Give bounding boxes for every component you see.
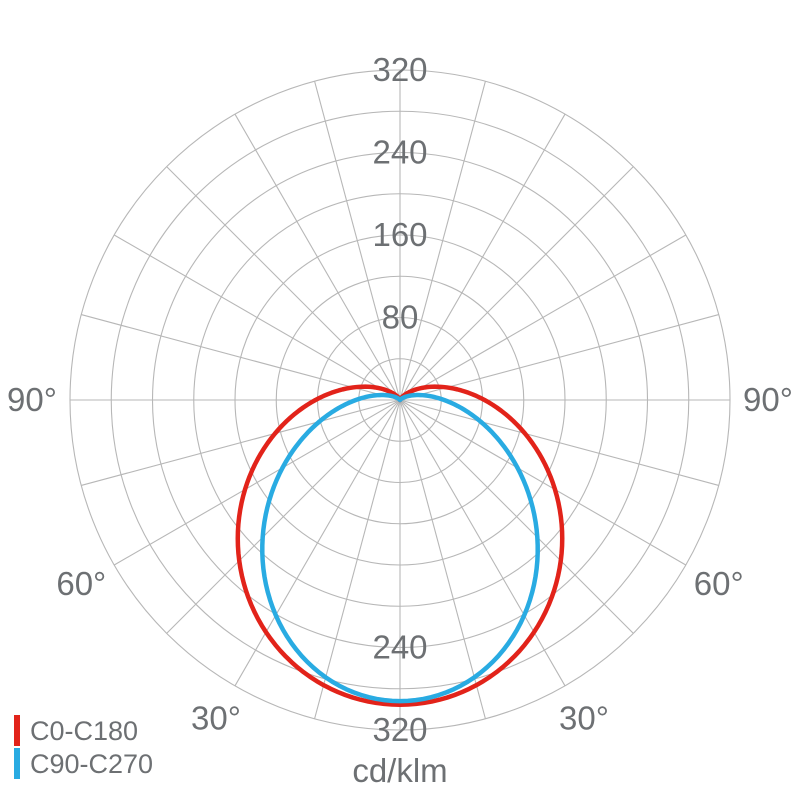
svg-text:90°: 90°	[743, 381, 793, 418]
svg-text:cd/klm: cd/klm	[352, 752, 447, 789]
svg-text:60°: 60°	[694, 565, 744, 602]
svg-text:90°: 90°	[7, 381, 57, 418]
svg-text:160: 160	[372, 216, 427, 253]
svg-text:320: 320	[372, 711, 427, 748]
svg-text:C0-C180: C0-C180	[30, 716, 138, 746]
svg-text:60°: 60°	[56, 565, 106, 602]
svg-text:80: 80	[382, 299, 419, 336]
svg-text:30°: 30°	[559, 700, 609, 737]
svg-text:240: 240	[372, 134, 427, 171]
svg-text:30°: 30°	[191, 700, 241, 737]
svg-text:240: 240	[372, 629, 427, 666]
svg-text:320: 320	[372, 51, 427, 88]
svg-text:C90-C270: C90-C270	[30, 749, 153, 779]
